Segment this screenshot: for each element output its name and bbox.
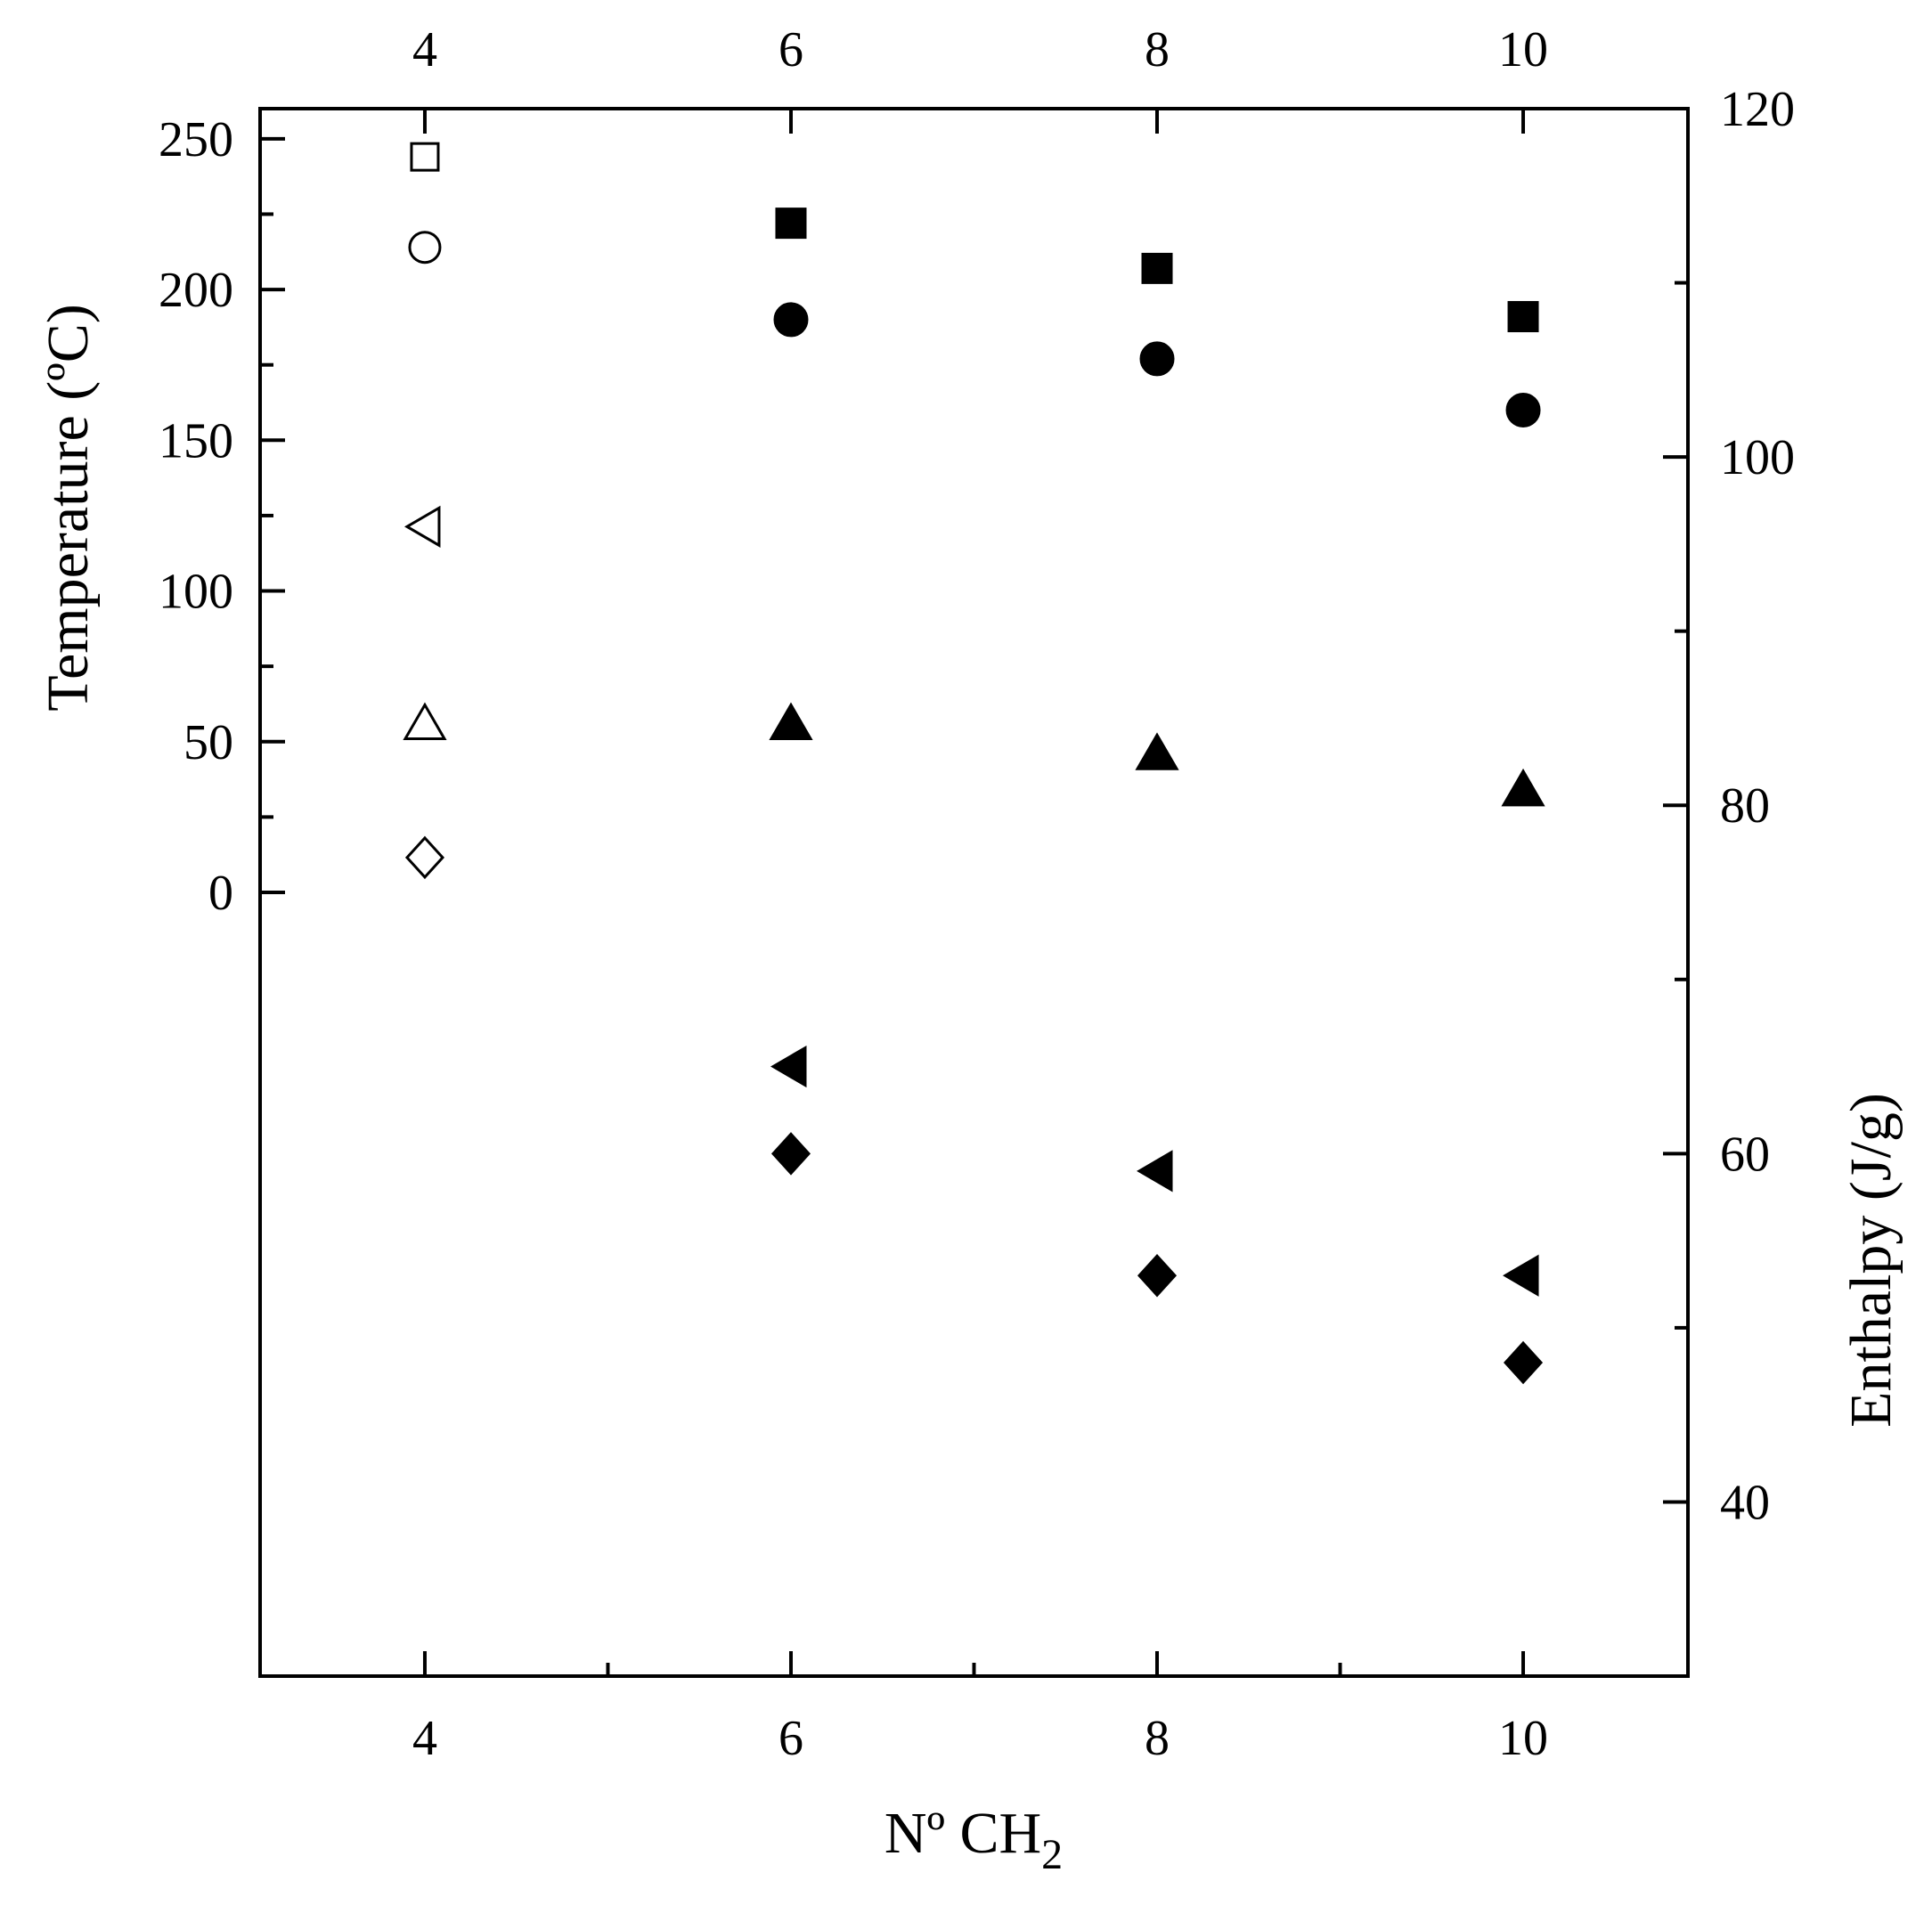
x-tick-label-bottom: 6 (779, 1711, 803, 1766)
circle-marker-filled (1505, 392, 1541, 427)
y-right-tick-label: 40 (1720, 1475, 1770, 1530)
y-left-tick-label: 50 (183, 715, 233, 770)
circle-marker-hollow (408, 231, 442, 265)
axis-ticks (260, 107, 1688, 1676)
y-left-tick-label: 100 (159, 565, 233, 620)
diamond-marker-filled (770, 1132, 811, 1176)
x-tick-label-top: 4 (412, 22, 437, 77)
diamond-marker-filled (1504, 1340, 1544, 1385)
data-markers (403, 142, 1545, 1385)
x-tick-label-top: 6 (779, 22, 803, 77)
y-left-tick-label: 200 (159, 263, 233, 318)
circle-marker-filled (773, 302, 809, 338)
x-axis-title-main: Nº CH (884, 1801, 1041, 1866)
triangle-up-marker-filled (1135, 732, 1179, 770)
triangle-left-marker-filled (1137, 1150, 1173, 1193)
triangle-up-marker-filled (769, 702, 813, 740)
x-tick-label-bottom: 4 (412, 1711, 437, 1766)
y-left-tick-label: 0 (208, 866, 233, 921)
square-marker-filled (1507, 301, 1539, 333)
x-axis-title-subscript: 2 (1041, 1831, 1063, 1878)
square-marker-filled (775, 208, 807, 240)
x-tick-label-bottom: 10 (1498, 1711, 1548, 1766)
y-axis-left-title: Temperature (ºC) (36, 304, 101, 711)
x-axis-title: Nº CH2 (884, 1801, 1063, 1878)
triangle-up-marker-hollow (403, 702, 447, 740)
y-right-tick-label: 80 (1720, 778, 1770, 834)
y-right-tick-label: 60 (1720, 1127, 1770, 1182)
triangle-left-marker-hollow (404, 505, 441, 548)
x-tick-label-bottom: 8 (1145, 1711, 1170, 1766)
square-marker-hollow (410, 142, 440, 172)
triangle-left-marker-filled (1503, 1254, 1539, 1297)
triangle-up-marker-filled (1501, 768, 1545, 807)
triangle-left-marker-filled (770, 1045, 807, 1088)
y-right-tick-label: 120 (1720, 82, 1795, 137)
circle-marker-filled (1139, 341, 1175, 377)
diamond-marker-filled (1137, 1253, 1178, 1298)
square-marker-filled (1141, 252, 1173, 284)
diamond-marker-hollow (404, 835, 444, 880)
plot-frame (258, 107, 1690, 1678)
y-axis-right-title: Enthalpy (J/g) (1838, 1093, 1903, 1428)
x-tick-label-top: 8 (1145, 22, 1170, 77)
y-left-tick-label: 250 (159, 112, 233, 167)
y-right-tick-label: 100 (1720, 430, 1795, 485)
x-tick-label-top: 10 (1498, 22, 1548, 77)
y-left-tick-label: 150 (159, 413, 233, 468)
